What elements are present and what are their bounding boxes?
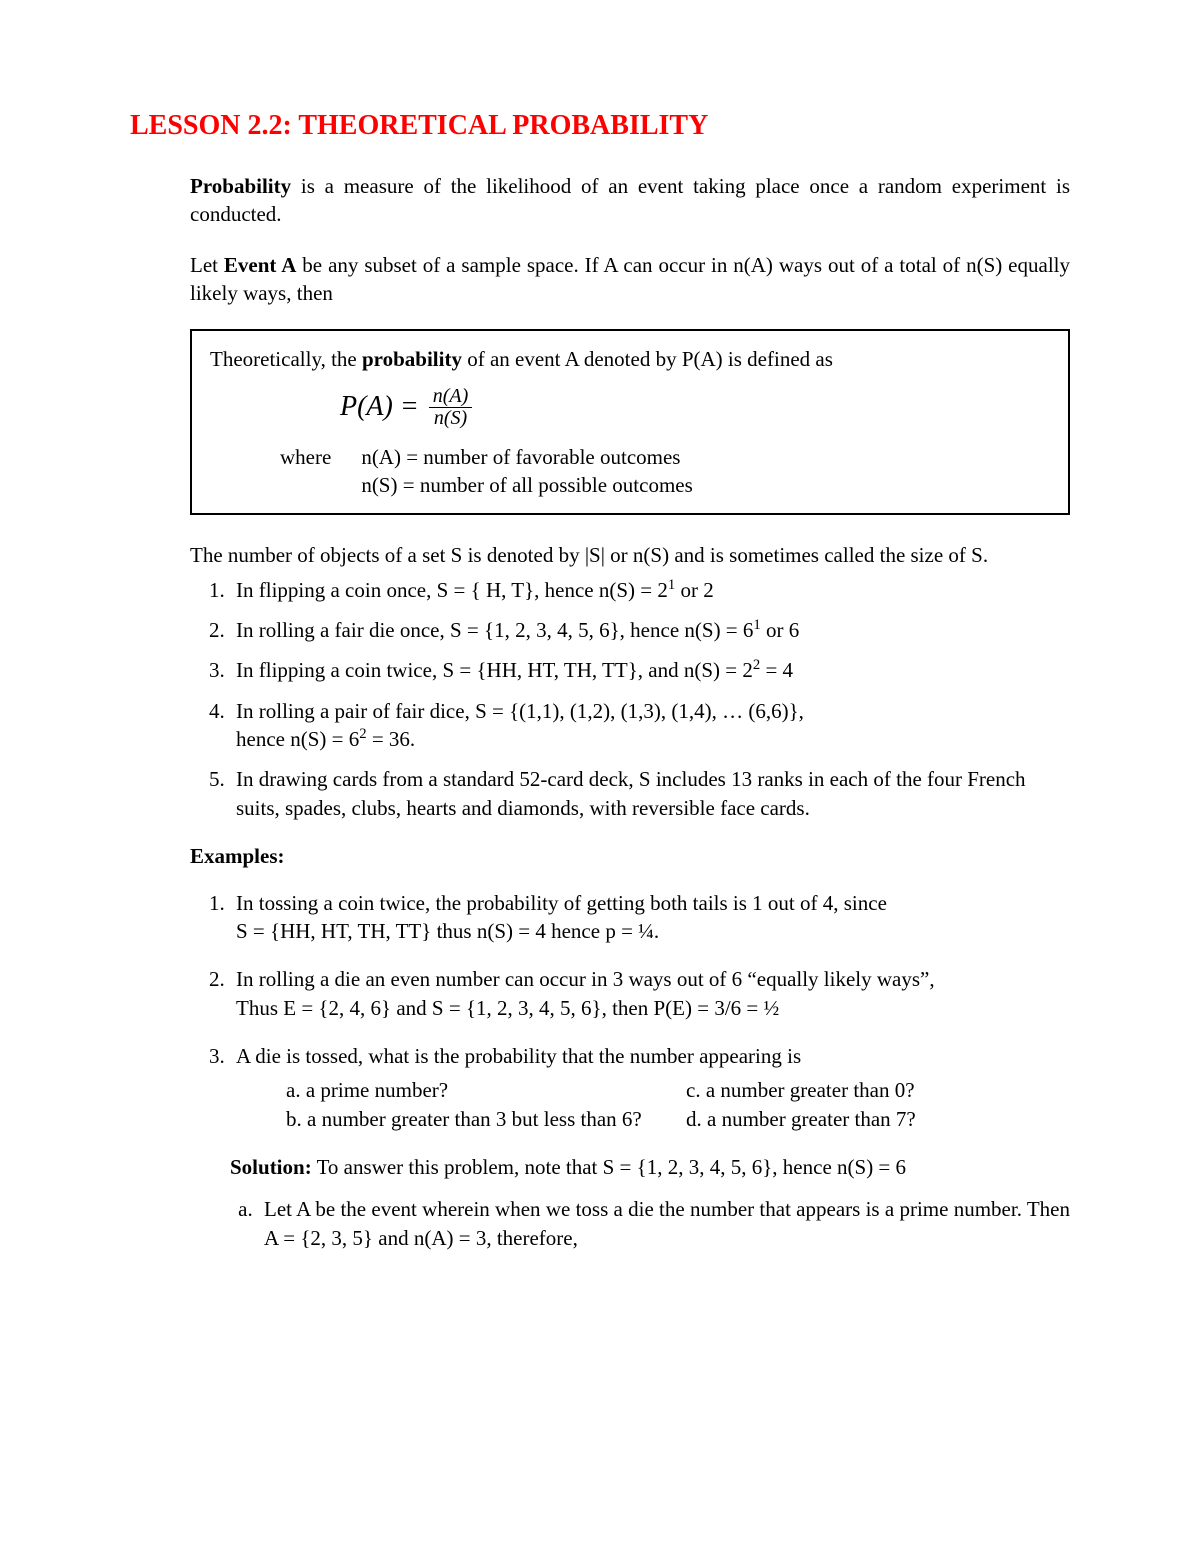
size-2-a: In rolling a fair die once, S = {1, 2, 3… [236,618,753,642]
def-n-s: n(S) = number of all possible outcomes [361,471,692,499]
size-4-c: = 36. [367,727,416,751]
formula-intro-bold: probability [362,347,462,371]
ex3-subparts: a. a prime number? c. a number greater t… [286,1076,1070,1133]
where-definitions: n(A) = number of favorable outcomes n(S)… [361,443,692,500]
ex3-part-a: a. a prime number? [286,1076,686,1104]
size-item-3: In flipping a coin twice, S = {HH, HT, T… [230,656,1070,684]
intro-p2-text: be any subset of a sample space. If A ca… [190,253,1070,305]
ex3-part-b: b. a number greater than 3 but less than… [286,1105,686,1133]
def-n-a: n(A) = number of favorable outcomes [361,443,692,471]
solution-intro-text: To answer this problem, note that S = {1… [312,1155,906,1179]
examples-list: In tossing a coin twice, the probability… [190,889,1070,1133]
lesson-title: LESSON 2.2: THEORETICAL PROBABILITY [130,110,1070,142]
fraction-numerator: n(A) [429,386,473,408]
solution-label: Solution: [230,1155,312,1179]
term-event-a: Event A [224,253,296,277]
size-2-b: or 6 [761,618,800,642]
solution-intro: Solution: To answer this problem, note t… [230,1153,1070,1181]
term-probability: Probability [190,174,291,198]
ex1-line2: S = {HH, HT, TH, TT} thus n(S) = 4 hence… [236,919,659,943]
example-2: In rolling a die an even number can occu… [230,965,1070,1022]
ex3-part-c: c. a number greater than 0? [686,1076,1026,1104]
formula-intro-post: of an event A denoted by P(A) is defined… [462,347,833,371]
formula-box: Theoretically, the probability of an eve… [190,329,1070,515]
solution-block: Solution: To answer this problem, note t… [230,1153,1070,1252]
formula-lhs: P(A) = [340,388,419,426]
intro-paragraph-2: Let Event A be any subset of a sample sp… [190,251,1070,308]
example-3: A die is tossed, what is the probability… [230,1042,1070,1133]
intro-p2-pre: Let [190,253,224,277]
intro-p1-text: is a measure of the likelihood of an eve… [190,174,1070,226]
size-item-5: In drawing cards from a standard 52-card… [230,765,1070,822]
fraction-denominator: n(S) [430,408,471,429]
ex2-line1: In rolling a die an even number can occu… [236,967,935,991]
ex3-row2: b. a number greater than 3 but less than… [286,1105,1070,1133]
size-2-sup: 1 [753,617,760,633]
size-item-4: In rolling a pair of fair dice, S = {(1,… [230,697,1070,754]
formula-intro-pre: Theoretically, the [210,347,362,371]
intro-paragraph-1: Probability is a measure of the likeliho… [190,172,1070,229]
document-page: LESSON 2.2: THEORETICAL PROBABILITY Prob… [0,0,1200,1553]
content-body: Probability is a measure of the likeliho… [190,172,1070,1252]
solution-a: Let A be the event wherein when we toss … [258,1195,1070,1252]
size-4-b: hence n(S) = 6 [236,727,359,751]
ex3-stem: A die is tossed, what is the probability… [236,1044,801,1068]
formula-intro: Theoretically, the probability of an eve… [210,345,1050,373]
formula-equation: P(A) = n(A) n(S) [340,386,1050,429]
where-label: where [280,443,331,500]
ex3-row1: a. a prime number? c. a number greater t… [286,1076,1070,1104]
size-paragraph: The number of objects of a set S is deno… [190,541,1070,569]
example-1: In tossing a coin twice, the probability… [230,889,1070,946]
solution-list: Let A be the event wherein when we toss … [230,1195,1070,1252]
formula-where: where n(A) = number of favorable outcome… [280,443,1050,500]
size-list: In flipping a coin once, S = { H, T}, he… [190,576,1070,822]
examples-heading: Examples: [190,842,1070,870]
size-4-sup: 2 [359,726,366,742]
ex2-line2: Thus E = {2, 4, 6} and S = {1, 2, 3, 4, … [236,996,779,1020]
ex1-line1: In tossing a coin twice, the probability… [236,891,887,915]
size-3-b: = 4 [760,658,793,682]
size-1-a: In flipping a coin once, S = { H, T}, he… [236,578,668,602]
size-4-a: In rolling a pair of fair dice, S = {(1,… [236,699,804,723]
ex3-part-d: d. a number greater than 7? [686,1105,1026,1133]
size-item-2: In rolling a fair die once, S = {1, 2, 3… [230,616,1070,644]
size-3-a: In flipping a coin twice, S = {HH, HT, T… [236,658,753,682]
formula-fraction: n(A) n(S) [429,386,473,429]
size-item-1: In flipping a coin once, S = { H, T}, he… [230,576,1070,604]
size-1-b: or 2 [675,578,714,602]
